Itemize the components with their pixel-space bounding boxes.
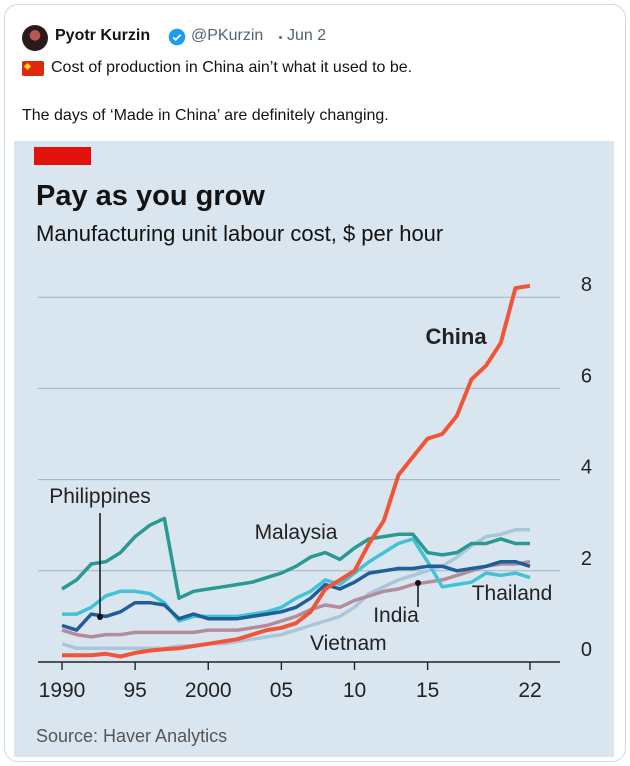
y-tick-label: 4 [581, 457, 592, 479]
separator [279, 36, 282, 39]
avatar[interactable] [22, 25, 48, 51]
series-label: Thailand [472, 582, 553, 605]
x-tick-label: 22 [518, 679, 541, 702]
y-tick-label: 6 [581, 365, 592, 387]
pointer-dot [415, 580, 421, 586]
flag-icon [22, 61, 44, 76]
series-label: Malaysia [255, 521, 338, 544]
author-handle[interactable]: @PKurzin [191, 27, 264, 44]
series-line [61, 559, 531, 632]
tweet-card: Pyotr Kurzin @PKurzin Jun 2 Cost of prod… [4, 4, 626, 762]
series-label: India [373, 604, 419, 627]
brand-bar [34, 147, 91, 165]
chart-subtitle: Manufacturing unit labour cost, $ per ho… [36, 221, 443, 246]
y-tick-label: 0 [581, 639, 592, 661]
pointer-dot [97, 614, 103, 620]
series-label: Vietnam [310, 632, 387, 655]
tweet-text: Cost of production in China ain’t what i… [51, 59, 413, 76]
series-line [61, 516, 530, 600]
y-tick-label: 2 [581, 548, 592, 570]
tweet-text: The days of ‘Made in China’ are definite… [22, 107, 389, 124]
series-label: Philippines [49, 485, 151, 508]
author-name[interactable]: Pyotr Kurzin [55, 27, 151, 44]
x-tick-label: 95 [123, 679, 146, 702]
series-line [62, 283, 531, 659]
x-tick-label: 1990 [39, 679, 86, 702]
post-date[interactable]: Jun 2 [287, 27, 327, 44]
chart[interactable]: Pay as you grow Manufacturing unit labou… [14, 141, 614, 757]
verified-badge [168, 28, 186, 46]
chart-title: Pay as you grow [36, 180, 265, 212]
x-tick-label: 10 [343, 679, 366, 702]
y-tick-label: 8 [581, 274, 592, 296]
x-tick-label: 2000 [185, 679, 232, 702]
x-tick-label: 05 [270, 679, 293, 702]
series-line [62, 537, 531, 623]
series-label: China [425, 324, 487, 349]
series-line [61, 528, 530, 651]
series-line [61, 559, 531, 639]
chart-source: Source: Haver Analytics [36, 726, 227, 746]
x-tick-label: 15 [416, 679, 439, 702]
